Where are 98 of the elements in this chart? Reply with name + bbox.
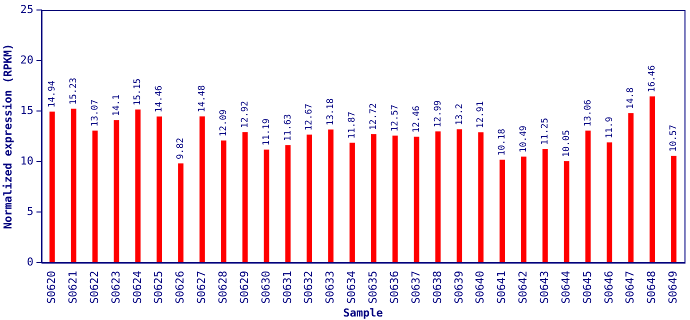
bar [671, 156, 676, 262]
data-label: 14.48 [198, 85, 208, 112]
bar [200, 116, 205, 262]
data-label: 11.25 [540, 118, 550, 145]
data-label: 13.06 [583, 100, 594, 127]
data-label: 10.57 [669, 124, 680, 152]
x-tick-label: S0620 [45, 270, 58, 304]
data-label: 14.94 [48, 80, 58, 108]
bar [478, 132, 484, 262]
bar [114, 120, 120, 262]
data-label: 12.09 [218, 109, 229, 136]
data-label: 11.87 [348, 112, 358, 139]
x-tick-label: S0640 [474, 270, 487, 304]
data-label: 13.07 [90, 99, 100, 127]
bar [392, 136, 398, 262]
bar [606, 142, 612, 262]
data-label: 10.18 [498, 128, 508, 156]
y-tick-label: 0 [26, 256, 34, 269]
data-label: 11.63 [283, 114, 294, 142]
y-tick-label: 5 [26, 205, 34, 218]
x-tick-label: S0647 [624, 270, 637, 304]
y-axis-title: Normalized expression (RPKM) [1, 44, 14, 230]
x-tick-label: S0626 [174, 270, 187, 304]
bar [500, 160, 505, 262]
x-tick-label: S0622 [88, 270, 101, 304]
x-tick-label: S0624 [130, 270, 144, 304]
x-tick-label: S0639 [452, 270, 466, 304]
bar [220, 140, 226, 262]
bar [49, 112, 55, 262]
x-tick-label: S0643 [538, 270, 552, 304]
bar [242, 132, 248, 262]
bar [585, 130, 591, 262]
bar [370, 134, 376, 262]
x-tick-label: S0642 [516, 270, 530, 304]
x-axis-title: Sample [343, 306, 384, 320]
bar [542, 148, 548, 262]
bar [650, 96, 655, 262]
data-label: 14.46 [154, 85, 165, 113]
bar [156, 116, 162, 262]
data-label: 12.99 [433, 100, 444, 128]
x-tick-label: S0638 [430, 270, 444, 304]
x-tick-label: S0636 [388, 270, 401, 304]
y-tick-label: 20 [20, 53, 34, 66]
data-label: 14.8 [626, 87, 636, 110]
x-tick-label: S0623 [109, 270, 122, 304]
data-label: 10.49 [519, 126, 530, 153]
x-tick-label: S0649 [666, 270, 680, 304]
x-tick-label: S0631 [280, 270, 294, 304]
bar [70, 108, 76, 262]
y-tick-label: 15 [20, 104, 34, 117]
data-label: 12.72 [369, 103, 380, 130]
x-tick-label: S0644 [559, 270, 572, 304]
data-label: 13.18 [326, 98, 336, 126]
data-label: 13.2 [454, 104, 465, 126]
data-label: 12.67 [304, 104, 315, 131]
data-label: 11.9 [604, 116, 615, 138]
x-tick-label: S0629 [238, 270, 251, 304]
y-tick-label: 10 [20, 154, 34, 168]
x-tick-label: S0633 [324, 270, 337, 304]
bar [564, 161, 570, 262]
bar [92, 130, 98, 262]
data-label: 14.1 [112, 94, 122, 116]
bar [285, 145, 291, 262]
x-tick-label: S0625 [152, 270, 166, 304]
x-tick-label: S0634 [345, 270, 358, 304]
data-label: 12.57 [390, 104, 400, 132]
x-tick-label: S0635 [366, 270, 380, 304]
x-tick-label: S0628 [216, 270, 230, 304]
bar [521, 156, 526, 262]
data-label: 11.19 [262, 118, 272, 146]
bar [435, 131, 441, 262]
bar [178, 163, 184, 262]
x-tick-label: S0646 [602, 270, 616, 304]
data-label: 9.82 [176, 138, 186, 160]
data-label: 12.91 [476, 101, 486, 128]
x-tick-label: S0632 [302, 270, 316, 304]
bar [328, 129, 334, 262]
data-label: 15.23 [68, 78, 79, 105]
x-tick-label: S0637 [409, 270, 422, 304]
x-tick-label: S0641 [495, 270, 508, 304]
x-tick-label: S0648 [645, 270, 658, 304]
x-tick-label: S0630 [259, 270, 272, 304]
data-label: 16.46 [648, 65, 658, 92]
x-tick-label: S0621 [66, 270, 80, 304]
bar [628, 113, 634, 262]
y-tick-label: 25 [20, 2, 34, 16]
bar [456, 129, 462, 262]
data-label: 12.46 [412, 106, 422, 133]
data-label: 12.92 [240, 101, 250, 128]
data-label: 10.05 [562, 130, 572, 158]
x-tick-label: S0627 [195, 270, 208, 304]
bar [264, 150, 270, 262]
x-tick-label: S0645 [580, 270, 594, 304]
data-label: 15.15 [133, 78, 144, 106]
bar [135, 110, 141, 262]
bar [414, 136, 420, 262]
bar [350, 142, 355, 262]
bar [306, 134, 312, 262]
